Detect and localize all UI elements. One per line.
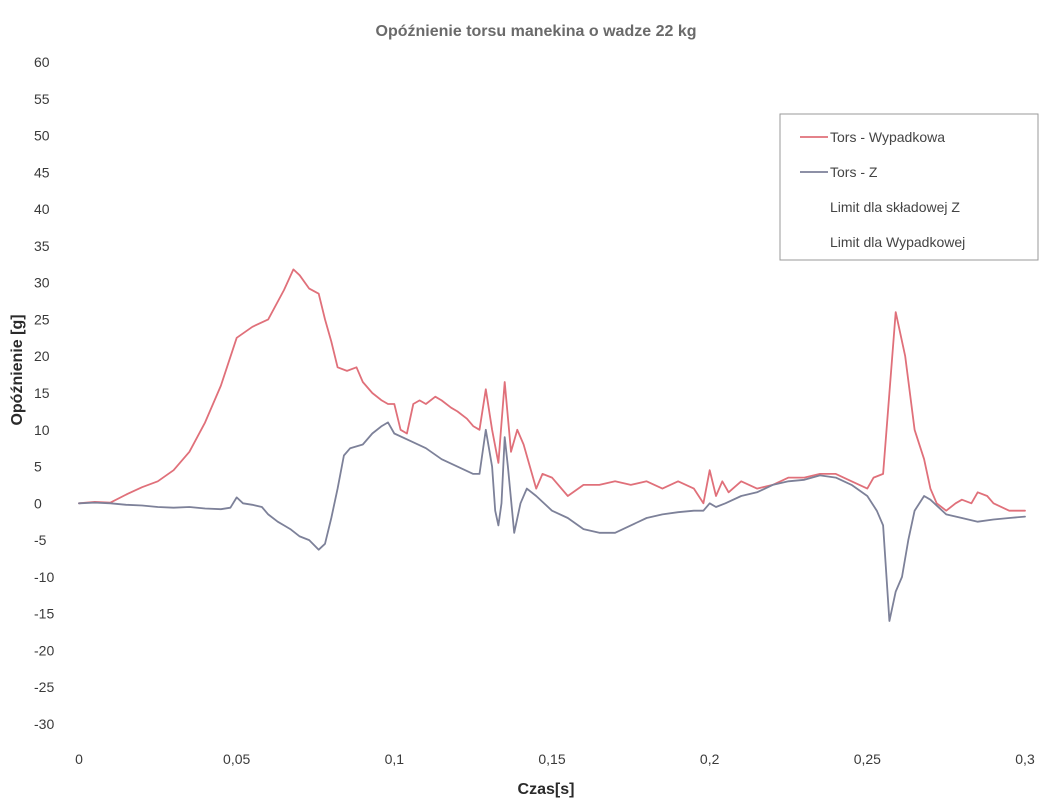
y-tick-label: 55 xyxy=(34,91,50,107)
y-tick-label: -10 xyxy=(34,569,54,585)
x-axis-title: Czas[s] xyxy=(518,781,575,798)
y-tick-label: 0 xyxy=(34,495,42,511)
y-tick-label: 40 xyxy=(34,201,50,217)
y-tick-label: 30 xyxy=(34,275,50,291)
y-axis-title: Opóźnienie [g] xyxy=(9,314,26,425)
chart-title: Opóźnienie torsu manekina o wadze 22 kg xyxy=(376,23,697,40)
x-axis-ticks: 0 0,05 0,1 0,15 0,2 0,25 0,3 xyxy=(75,751,1035,767)
y-tick-label: -5 xyxy=(34,532,47,548)
y-tick-label: 45 xyxy=(34,164,50,180)
x-tick-label: 0,15 xyxy=(538,751,565,767)
x-tick-label: 0,2 xyxy=(700,751,720,767)
x-tick-label: 0 xyxy=(75,751,83,767)
x-tick-label: 0,3 xyxy=(1015,751,1035,767)
legend-label-2: Limit dla składowej Z xyxy=(830,199,960,215)
y-tick-label: 5 xyxy=(34,459,42,475)
y-tick-label: -30 xyxy=(34,716,54,732)
legend-label-0: Tors - Wypadkowa xyxy=(830,129,945,145)
legend: Tors - Wypadkowa Tors - Z Limit dla składo… xyxy=(780,114,1038,260)
y-tick-label: 35 xyxy=(34,238,50,254)
y-tick-label: -25 xyxy=(34,679,54,695)
y-tick-label: -20 xyxy=(34,642,54,658)
legend-label-3: Limit dla Wypadkowej xyxy=(830,234,965,250)
y-tick-label: 25 xyxy=(34,311,50,327)
y-tick-label: 10 xyxy=(34,422,50,438)
y-tick-label: -15 xyxy=(34,606,54,622)
y-axis-ticks: -30 -25 -20 -15 -10 -5 0 5 10 15 20 25 30 35 40 45 50 55 6… xyxy=(34,54,54,732)
x-tick-label: 0,1 xyxy=(385,751,405,767)
x-tick-label: 0,25 xyxy=(854,751,881,767)
x-tick-label: 0,05 xyxy=(223,751,250,767)
y-tick-label: 60 xyxy=(34,54,50,70)
series-line-0 xyxy=(79,269,1025,510)
y-tick-label: 20 xyxy=(34,348,50,364)
y-tick-label: 15 xyxy=(34,385,50,401)
y-tick-label: 50 xyxy=(34,128,50,144)
series-line-1 xyxy=(79,422,1025,621)
legend-label-1: Tors - Z xyxy=(830,164,878,180)
plot-area xyxy=(79,269,1025,621)
